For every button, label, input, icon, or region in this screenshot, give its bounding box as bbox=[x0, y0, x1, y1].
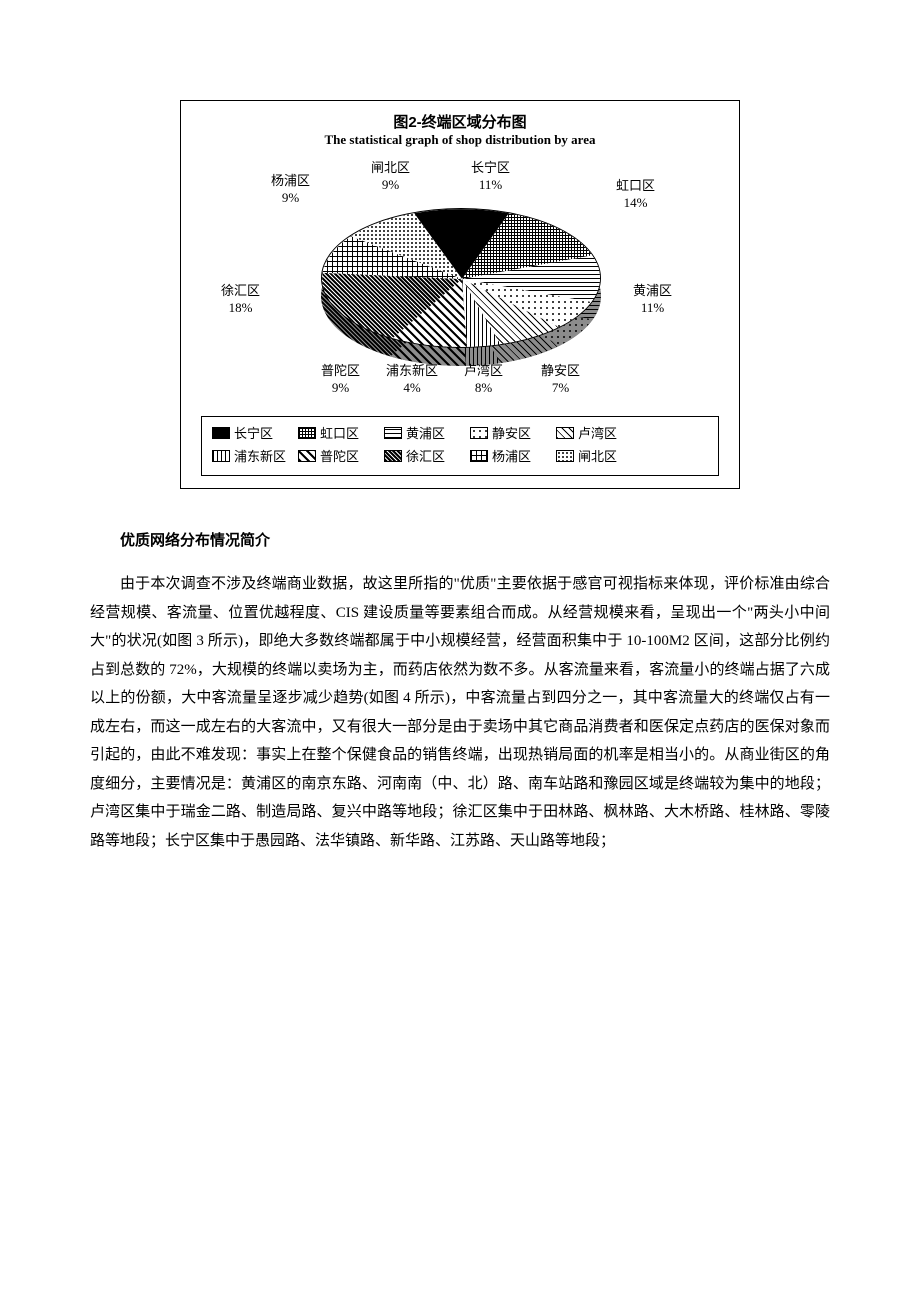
pie-chart-figure: 图2-终端区域分布图 The statistical graph of shop… bbox=[180, 100, 740, 489]
label-luwan: 卢湾区8% bbox=[464, 363, 503, 397]
body-paragraph: 由于本次调查不涉及终端商业数据，故这里所指的"优质"主要依据于感官可视指标来体现… bbox=[90, 570, 830, 855]
label-changning: 长宁区11% bbox=[471, 160, 510, 194]
label-zhabei: 闸北区9% bbox=[371, 160, 410, 194]
legend-item: 虹口区 bbox=[298, 423, 384, 442]
chart-subtitle: The statistical graph of shop distributi… bbox=[201, 132, 719, 148]
legend-item: 杨浦区 bbox=[470, 446, 556, 465]
legend-item: 徐汇区 bbox=[384, 446, 470, 465]
legend-item: 卢湾区 bbox=[556, 423, 642, 442]
chart-body: 长宁区11% 虹口区14% 黄浦区11% 静安区7% 卢湾区8% 浦东新区4% … bbox=[201, 158, 721, 408]
label-xuhui: 徐汇区18% bbox=[221, 283, 260, 317]
legend-item: 长宁区 bbox=[212, 423, 298, 442]
legend-item: 闸北区 bbox=[556, 446, 642, 465]
chart-title: 图2-终端区域分布图 bbox=[201, 111, 719, 132]
legend-item: 黄浦区 bbox=[384, 423, 470, 442]
label-huangpu: 黄浦区11% bbox=[633, 283, 672, 317]
section-heading: 优质网络分布情况简介 bbox=[120, 529, 830, 550]
label-jingan: 静安区7% bbox=[541, 363, 580, 397]
legend-item: 浦东新区 bbox=[212, 446, 298, 465]
legend-item: 静安区 bbox=[470, 423, 556, 442]
legend: 长宁区虹口区黄浦区静安区卢湾区浦东新区普陀区徐汇区杨浦区闸北区 bbox=[201, 416, 719, 476]
label-hongkou: 虹口区14% bbox=[616, 178, 655, 212]
label-putuo: 普陀区9% bbox=[321, 363, 360, 397]
label-yangpu: 杨浦区9% bbox=[271, 173, 310, 207]
label-pudong: 浦东新区4% bbox=[386, 363, 438, 397]
pie-3d bbox=[321, 208, 601, 348]
legend-item: 普陀区 bbox=[298, 446, 384, 465]
pie-top bbox=[321, 208, 601, 348]
